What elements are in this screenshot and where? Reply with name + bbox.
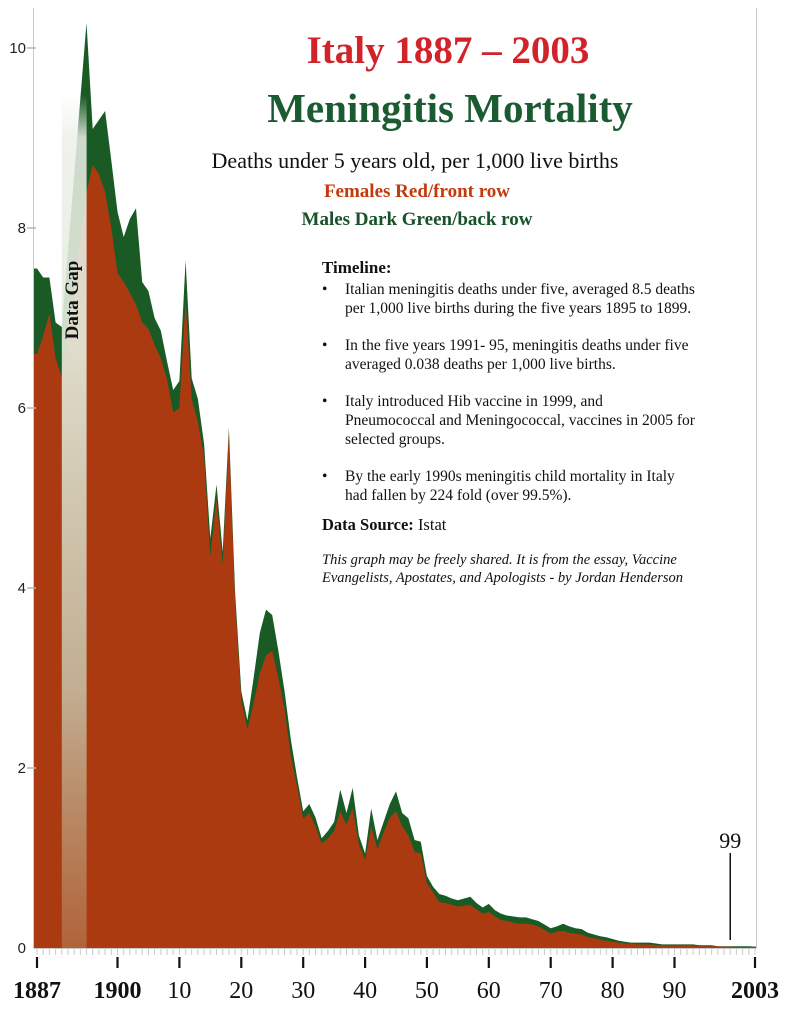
timeline-item-text: Italy introduced Hib vaccine in 1999, an… <box>345 393 695 448</box>
y-axis-label: 0 <box>18 940 26 957</box>
y-axis-label: 10 <box>9 40 26 57</box>
legend-females: Females Red/front row <box>323 181 511 202</box>
timeline-item-text: Italian meningitis deaths under five, av… <box>345 281 695 317</box>
chart-subtitle: Deaths under 5 years old, per 1,000 live… <box>211 148 619 173</box>
legend-males: Males Dark Green/back row <box>301 209 533 230</box>
x-axis-label: 2003 <box>731 978 779 1004</box>
x-axis-label: 80 <box>601 978 625 1004</box>
attribution-note: This graph may be freely shared. It is f… <box>322 552 683 586</box>
x-axis-label: 20 <box>229 978 253 1004</box>
x-axis-label: 1900 <box>94 978 142 1004</box>
data-source-label: Data Source: <box>322 515 414 534</box>
timeline-item-text: In the five years 1991- 95, meningitis d… <box>345 337 689 373</box>
x-axis-label: 10 <box>167 978 191 1004</box>
timeline-heading: Timeline: <box>322 258 392 277</box>
x-axis-label: 40 <box>353 978 377 1004</box>
x-axis-label: 70 <box>539 978 563 1004</box>
timeline-item: • By the early 1990s meningitis child mo… <box>322 467 758 505</box>
x-axis-label: 90 <box>663 978 687 1004</box>
bullet-icon: • <box>322 468 328 485</box>
x-axis-label: 30 <box>291 978 315 1004</box>
y-axis-label: 4 <box>18 580 26 597</box>
timeline-item-text: By the early 1990s meningitis child mort… <box>345 468 675 504</box>
data-source: Data Source: Istat <box>322 515 446 535</box>
y-axis-label: 8 <box>18 220 26 237</box>
data-gap-band <box>61 95 87 948</box>
timeline-item: • In the five years 1991- 95, meningitis… <box>322 336 758 374</box>
chart-title-years: Italy 1887 – 2003 <box>306 29 590 72</box>
data-source-value: Istat <box>413 515 447 534</box>
x-minor-ticks <box>36 948 756 955</box>
x-axis-label: 50 <box>415 978 439 1004</box>
bullet-icon: • <box>322 281 328 298</box>
x-axis-label: 1887 <box>13 978 61 1004</box>
x-axis-label: 60 <box>477 978 501 1004</box>
chart-title-subject: Meningitis Mortality <box>267 85 633 131</box>
y-axis-label: 2 <box>18 760 26 777</box>
timeline-item: • Italian meningitis deaths under five, … <box>322 280 758 318</box>
timeline-list: • Italian meningitis deaths under five, … <box>322 280 758 523</box>
y-axis-label: 6 <box>18 400 26 417</box>
data-gap-label: Data Gap <box>62 261 83 340</box>
area-females <box>34 165 757 948</box>
bullet-icon: • <box>322 337 328 354</box>
marker-1999-label: 99 <box>719 828 741 853</box>
timeline-item: • Italy introduced Hib vaccine in 1999, … <box>322 392 758 449</box>
bullet-icon: • <box>322 393 328 410</box>
